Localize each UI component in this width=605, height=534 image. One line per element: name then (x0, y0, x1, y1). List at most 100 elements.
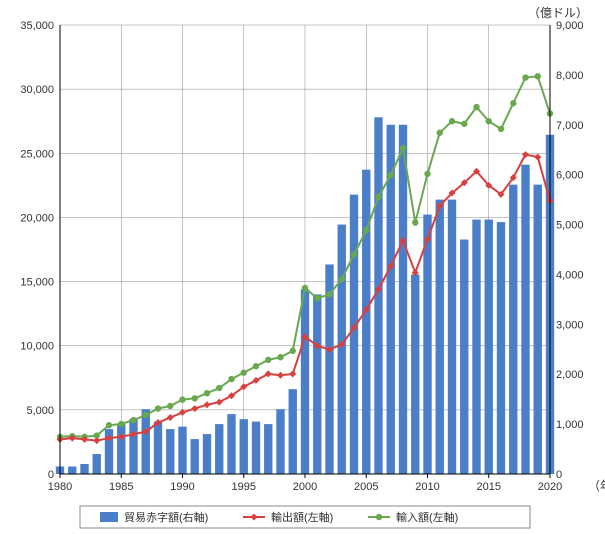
marker (204, 390, 210, 396)
bar (215, 424, 223, 474)
x-axis-label: （年） (588, 479, 605, 493)
bar (448, 200, 456, 474)
marker (412, 219, 418, 225)
bar (264, 424, 272, 474)
y-right-tick: 1,000 (556, 419, 584, 431)
marker (192, 395, 198, 401)
x-tick: 2000 (293, 481, 317, 493)
legend-label: 輸入額(左軸) (396, 510, 458, 524)
marker (339, 276, 345, 282)
bar (289, 389, 297, 474)
marker (228, 376, 234, 382)
bar (68, 467, 76, 474)
y-left-tick: 25,000 (20, 148, 54, 160)
bar (338, 225, 346, 474)
bar (227, 414, 235, 474)
marker (216, 385, 222, 391)
marker (400, 145, 406, 151)
marker (522, 74, 528, 80)
marker (290, 348, 296, 354)
marker (535, 73, 541, 79)
marker (388, 172, 394, 178)
bar (117, 424, 125, 474)
bar (436, 200, 444, 474)
bar (166, 429, 174, 474)
y-right-tick: 3,000 (556, 319, 584, 331)
legend-swatch-bar (100, 512, 118, 522)
x-tick: 2010 (415, 481, 439, 493)
legend-label: 輸出額(左軸) (271, 510, 333, 524)
marker (253, 363, 259, 369)
marker (375, 194, 381, 200)
y-left-tick: 5,000 (26, 405, 54, 417)
y-left-tick: 30,000 (20, 84, 54, 96)
bar (93, 454, 101, 474)
marker (314, 295, 320, 301)
marker (106, 422, 112, 428)
bar (485, 220, 493, 474)
bar (460, 240, 468, 474)
right-axis-label: （億ドル） (528, 6, 588, 20)
x-tick: 1980 (48, 481, 72, 493)
bar (472, 220, 480, 474)
bar (423, 215, 431, 474)
bar (178, 427, 186, 474)
chart-container: 05,00010,00015,00020,00025,00030,00035,0… (0, 0, 605, 534)
marker (277, 354, 283, 360)
bar (203, 434, 211, 474)
y-right-tick: 9,000 (556, 20, 584, 32)
marker (498, 126, 504, 132)
y-right-tick: 5,000 (556, 220, 584, 232)
bar (240, 419, 248, 474)
y-right-tick: 0 (556, 469, 562, 481)
bar (534, 185, 542, 474)
x-tick: 1990 (170, 481, 194, 493)
marker (241, 369, 247, 375)
y-right-tick: 7,000 (556, 120, 584, 132)
bar (313, 294, 321, 474)
bar (362, 170, 370, 474)
x-tick: 2005 (354, 481, 378, 493)
bar (497, 222, 505, 474)
marker (486, 118, 492, 124)
y-left-tick: 15,000 (20, 277, 54, 289)
x-tick: 1985 (109, 481, 133, 493)
marker (326, 291, 332, 297)
marker (351, 251, 357, 257)
marker (302, 285, 308, 291)
y-right-tick: 6,000 (556, 170, 584, 182)
marker (265, 357, 271, 363)
bar (411, 274, 419, 474)
y-left-tick: 0 (48, 469, 54, 481)
y-right-tick: 4,000 (556, 269, 584, 281)
marker (510, 100, 516, 106)
marker (118, 421, 124, 427)
marker (130, 417, 136, 423)
bar (509, 185, 517, 474)
bar (252, 422, 260, 474)
bar (350, 195, 358, 474)
bar (301, 289, 309, 474)
marker (473, 104, 479, 110)
bar (521, 165, 529, 474)
marker (363, 227, 369, 233)
marker (155, 405, 161, 411)
combo-chart: 05,00010,00015,00020,00025,00030,00035,0… (0, 0, 605, 534)
marker (179, 396, 185, 402)
bar (129, 419, 137, 474)
legend-label: 貿易赤字額(右軸) (124, 510, 208, 524)
marker (143, 412, 149, 418)
x-tick: 2015 (477, 481, 501, 493)
bar (191, 439, 199, 474)
bar (142, 409, 150, 474)
bar (276, 409, 284, 474)
x-tick: 1995 (232, 481, 256, 493)
y-left-tick: 35,000 (20, 20, 54, 32)
y-left-tick: 20,000 (20, 212, 54, 224)
marker (437, 130, 443, 136)
marker (167, 403, 173, 409)
y-right-tick: 8,000 (556, 70, 584, 82)
marker (449, 118, 455, 124)
y-right-tick: 2,000 (556, 369, 584, 381)
bar (80, 464, 88, 474)
